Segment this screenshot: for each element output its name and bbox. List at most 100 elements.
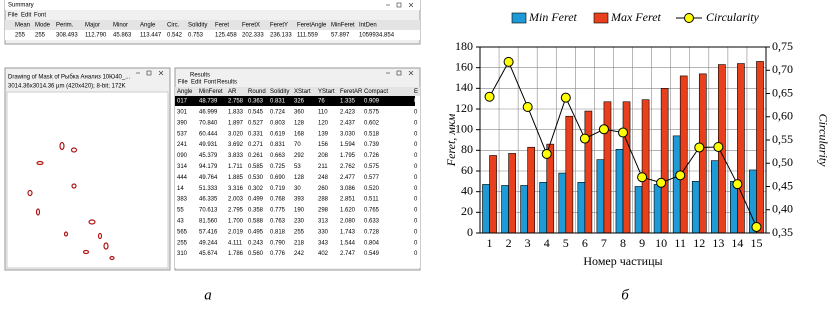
bar	[597, 160, 604, 233]
cell: 45.863	[113, 33, 132, 39]
cell: 3.086	[340, 186, 356, 192]
cell: 090	[177, 153, 188, 159]
cell: 14	[177, 186, 184, 192]
line-marker	[504, 57, 513, 66]
x-tick-label: 4	[544, 236, 550, 250]
cell: 111.559	[297, 33, 318, 39]
cell: 0.763	[270, 218, 286, 224]
y-tick-label: 20	[461, 204, 473, 218]
cell: 0.909	[364, 99, 380, 105]
cell: 208	[318, 153, 329, 159]
column-header: FeretY	[270, 23, 288, 29]
y2-tick-label: 0,60	[772, 109, 793, 123]
x-tick-label: 13	[712, 236, 724, 250]
bar	[482, 184, 489, 233]
legend-marker	[685, 14, 694, 23]
cell: 2.795	[228, 208, 244, 214]
cell: 1059934.854	[359, 33, 395, 39]
cell: 390	[177, 120, 188, 126]
cell: 0.575	[364, 164, 380, 170]
particle	[99, 234, 102, 239]
window-title: Summary	[8, 3, 34, 9]
line-marker	[485, 92, 494, 101]
y-tick-label: 40	[461, 183, 473, 197]
cell: 60.444	[199, 131, 218, 137]
cell: 0.331	[248, 131, 264, 137]
cell: 190	[294, 208, 305, 214]
column-header: Mode	[35, 23, 51, 29]
legend-label: Circularity	[706, 10, 760, 24]
line-marker	[714, 142, 723, 151]
cell: 0.560	[248, 251, 264, 257]
cell: 0.243	[248, 240, 264, 246]
window-title: Results	[190, 73, 210, 79]
cell: 0.818	[270, 229, 286, 235]
line-marker	[542, 149, 551, 158]
cell: 330	[318, 229, 329, 235]
column-header: Solidity	[270, 89, 289, 95]
bar	[730, 181, 737, 233]
cell: 202.333	[242, 33, 264, 39]
bar	[635, 187, 642, 234]
bar	[680, 76, 687, 233]
cell: 255	[177, 240, 188, 246]
menu-item: Font	[204, 80, 216, 86]
cell: 70.840	[199, 120, 218, 126]
bar	[490, 156, 497, 234]
cell: 298	[318, 208, 329, 214]
particle	[60, 143, 64, 150]
cell: 112.790	[85, 33, 107, 39]
particle	[72, 148, 77, 152]
line-marker	[695, 143, 704, 152]
cell: 1.620	[340, 208, 356, 214]
cell: 444	[177, 175, 188, 181]
x-tick-label: 9	[639, 236, 645, 250]
cell: 128	[294, 175, 305, 181]
cell: 3.030	[340, 131, 356, 137]
bar	[528, 147, 535, 233]
cell: 314	[177, 164, 188, 170]
cell: 2.762	[340, 164, 356, 170]
cell: 241	[177, 142, 188, 148]
line-marker	[752, 222, 761, 231]
cell: 0.499	[248, 197, 264, 203]
cell: 0.271	[248, 142, 264, 148]
column-header: FeretX	[242, 23, 260, 29]
y2-tick-label: 0,50	[772, 155, 793, 169]
cell: 55	[177, 208, 184, 214]
line-marker	[638, 173, 647, 182]
x-tick-label: 15	[750, 236, 762, 250]
cell: 3.316	[228, 186, 244, 192]
cell: 0.719	[270, 186, 286, 192]
bar	[711, 161, 718, 233]
cell: 0.765	[364, 208, 380, 214]
bar	[502, 185, 509, 233]
cell: 1.786	[228, 251, 244, 257]
cell: 248	[318, 175, 329, 181]
column-header: IntDen	[359, 23, 377, 29]
cell: 1.594	[340, 142, 356, 148]
cell: 76	[318, 99, 325, 105]
bar	[604, 102, 611, 233]
line-marker	[733, 180, 742, 189]
bar	[756, 61, 763, 233]
cell: 2.747	[340, 251, 356, 257]
cell: 0.790	[270, 240, 286, 246]
cell: 0.588	[248, 218, 264, 224]
cell: 4.111	[228, 240, 243, 246]
cell: 94.179	[199, 164, 218, 170]
cell: 1.700	[228, 218, 244, 224]
x-axis-label: Номер частицы	[583, 254, 662, 268]
particle	[37, 209, 40, 215]
line-marker	[657, 178, 666, 187]
cell: 255	[15, 33, 26, 39]
cell: 0.768	[270, 197, 286, 203]
cell: 51.333	[199, 186, 218, 192]
cell: 0.725	[270, 164, 286, 170]
cell: 0.633	[364, 218, 380, 224]
menu-item: Edit	[21, 13, 32, 19]
cell: 260	[318, 186, 329, 192]
cell: 49.764	[199, 175, 218, 181]
y-tick-label: 60	[461, 163, 473, 177]
cell: 0.577	[364, 175, 380, 181]
